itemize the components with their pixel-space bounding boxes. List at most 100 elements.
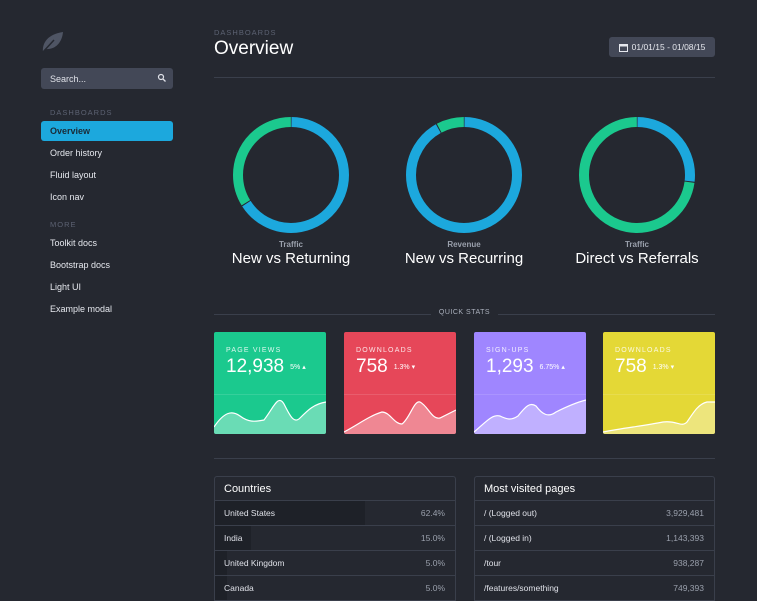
stat-value: 1,293 6.75% ▴ bbox=[486, 356, 565, 377]
donut-title: New vs Returning bbox=[231, 250, 351, 267]
sidebar-item-light-ui[interactable]: Light UI bbox=[50, 282, 82, 292]
stat-label: SIGN-UPS bbox=[486, 347, 530, 354]
leaf-logo-icon bbox=[42, 32, 63, 53]
table-row[interactable]: / (Logged out) 3,929,481 bbox=[475, 501, 714, 526]
page-path: /features/something bbox=[484, 583, 559, 593]
stat-value: 758 1.3% ▾ bbox=[356, 356, 416, 377]
stat-card: DOWNLOADS 758 1.3% ▾ bbox=[344, 332, 456, 434]
donut-subtitle: Revenue bbox=[447, 240, 481, 249]
percent-bar bbox=[215, 501, 365, 525]
stat-value: 12,938 5% ▴ bbox=[226, 356, 306, 377]
breadcrumb: DASHBOARDS bbox=[214, 28, 277, 37]
trend-up-icon: ▴ bbox=[561, 363, 565, 371]
sidebar-item-order-history[interactable]: Order history bbox=[50, 148, 103, 158]
panel-title: Most visited pages bbox=[475, 477, 714, 501]
stat-label: DOWNLOADS bbox=[615, 347, 672, 354]
sparkline-line bbox=[474, 399, 586, 433]
trend-up-icon: ▴ bbox=[302, 363, 306, 371]
divider bbox=[214, 394, 326, 395]
sparkline bbox=[344, 401, 456, 434]
percent-bar bbox=[215, 551, 227, 575]
table-row[interactable]: /tour 938,287 bbox=[475, 551, 714, 576]
nav-heading-more: MORE bbox=[50, 220, 77, 229]
sparkline-line bbox=[603, 401, 715, 433]
sparkline bbox=[603, 401, 715, 434]
donut-segment-blue bbox=[406, 117, 522, 233]
donut-title: Direct vs Referrals bbox=[575, 250, 699, 267]
calendar-icon bbox=[618, 43, 628, 52]
pages-panel: Most visited pages / (Logged out) 3,929,4… bbox=[474, 476, 715, 601]
sidebar-item-overview[interactable]: Overview bbox=[41, 121, 173, 141]
stat-delta: 1.3% ▾ bbox=[393, 363, 416, 371]
page-path: / (Logged in) bbox=[484, 533, 532, 543]
donut-segment-green bbox=[406, 117, 522, 233]
donut-subtitle: Traffic bbox=[624, 240, 649, 249]
divider bbox=[214, 77, 715, 78]
sparkline bbox=[214, 399, 326, 434]
table-row[interactable]: Canada 5.0% bbox=[215, 576, 455, 601]
country-name: Canada bbox=[224, 583, 254, 593]
sidebar-item-toolkit-docs[interactable]: Toolkit docs bbox=[50, 238, 98, 248]
trend-down-icon: ▾ bbox=[411, 363, 416, 371]
page-visits: 938,287 bbox=[673, 558, 704, 568]
stat-delta: 1.3% ▾ bbox=[652, 363, 675, 371]
sidebar-item-example-modal[interactable]: Example modal bbox=[50, 304, 113, 314]
donut-chart bbox=[579, 117, 695, 233]
stat-label: DOWNLOADS bbox=[356, 347, 413, 354]
donut-chart bbox=[406, 117, 522, 233]
percent-bar bbox=[215, 576, 227, 600]
sparkline-line bbox=[214, 399, 326, 428]
page-path: / (Logged out) bbox=[484, 508, 537, 518]
divider bbox=[474, 394, 586, 395]
donut-segment-blue bbox=[233, 117, 349, 233]
donut-title: New vs Recurring bbox=[404, 250, 524, 267]
table-row[interactable]: /features/something 749,393 bbox=[475, 576, 714, 601]
page-title: Overview bbox=[214, 38, 294, 59]
sidebar-item-fluid-layout[interactable]: Fluid layout bbox=[50, 170, 97, 180]
divider bbox=[214, 458, 715, 459]
donut-chart bbox=[233, 117, 349, 233]
quick-stats-heading: QUICK STATS bbox=[214, 309, 715, 316]
donut-segment-blue bbox=[579, 117, 695, 233]
stat-delta: 5% ▴ bbox=[290, 363, 306, 371]
sparkline-area bbox=[474, 400, 586, 434]
sparkline bbox=[474, 399, 586, 434]
search-input[interactable] bbox=[41, 68, 173, 89]
stat-card: DOWNLOADS 758 1.3% ▾ bbox=[603, 332, 715, 434]
country-name: United States bbox=[224, 508, 276, 518]
table-row[interactable]: India 15.0% bbox=[215, 526, 455, 551]
stat-delta: 6.75% ▴ bbox=[539, 363, 565, 371]
panel-title: Countries bbox=[215, 477, 455, 501]
donut-segment-green bbox=[579, 117, 695, 233]
countries-panel: Countries United States 62.4% India 15.0% Un… bbox=[214, 476, 456, 601]
country-percent: 5.0% bbox=[425, 558, 445, 568]
table-row[interactable]: United Kingdom 5.0% bbox=[215, 551, 455, 576]
page-path: /tour bbox=[484, 558, 502, 568]
stat-label: PAGE VIEWS bbox=[226, 347, 282, 354]
sidebar-item-bootstrap-docs[interactable]: Bootstrap docs bbox=[50, 260, 111, 270]
table-row[interactable]: / (Logged in) 1,143,393 bbox=[475, 526, 714, 551]
sparkline-area bbox=[603, 402, 715, 434]
page-visits: 3,929,481 bbox=[666, 508, 704, 518]
country-percent: 62.4% bbox=[420, 508, 445, 518]
date-range-text: 01/01/15 - 01/08/15 bbox=[631, 42, 706, 52]
donut-segment-green bbox=[233, 117, 349, 233]
country-name: India bbox=[224, 533, 243, 543]
divider bbox=[603, 394, 715, 395]
page-visits: 749,393 bbox=[673, 583, 704, 593]
stat-value: 758 1.3% ▾ bbox=[615, 356, 675, 377]
date-range-button[interactable]: 01/01/15 - 01/08/15 bbox=[609, 37, 715, 57]
country-name: United Kingdom bbox=[224, 558, 285, 568]
sidebar-item-icon-nav[interactable]: Icon nav bbox=[50, 192, 85, 202]
divider bbox=[344, 394, 456, 395]
country-percent: 15.0% bbox=[420, 533, 445, 543]
percent-bar bbox=[215, 526, 251, 550]
sparkline-area bbox=[214, 400, 326, 434]
nav-heading-dashboards: DASHBOARDS bbox=[50, 108, 113, 117]
table-row[interactable]: United States 62.4% bbox=[215, 501, 455, 526]
search-icon[interactable] bbox=[157, 73, 167, 83]
country-percent: 5.0% bbox=[425, 583, 445, 593]
stat-card: PAGE VIEWS 12,938 5% ▴ bbox=[214, 332, 326, 434]
trend-down-icon: ▾ bbox=[670, 363, 675, 371]
donut-subtitle: Traffic bbox=[278, 240, 303, 249]
